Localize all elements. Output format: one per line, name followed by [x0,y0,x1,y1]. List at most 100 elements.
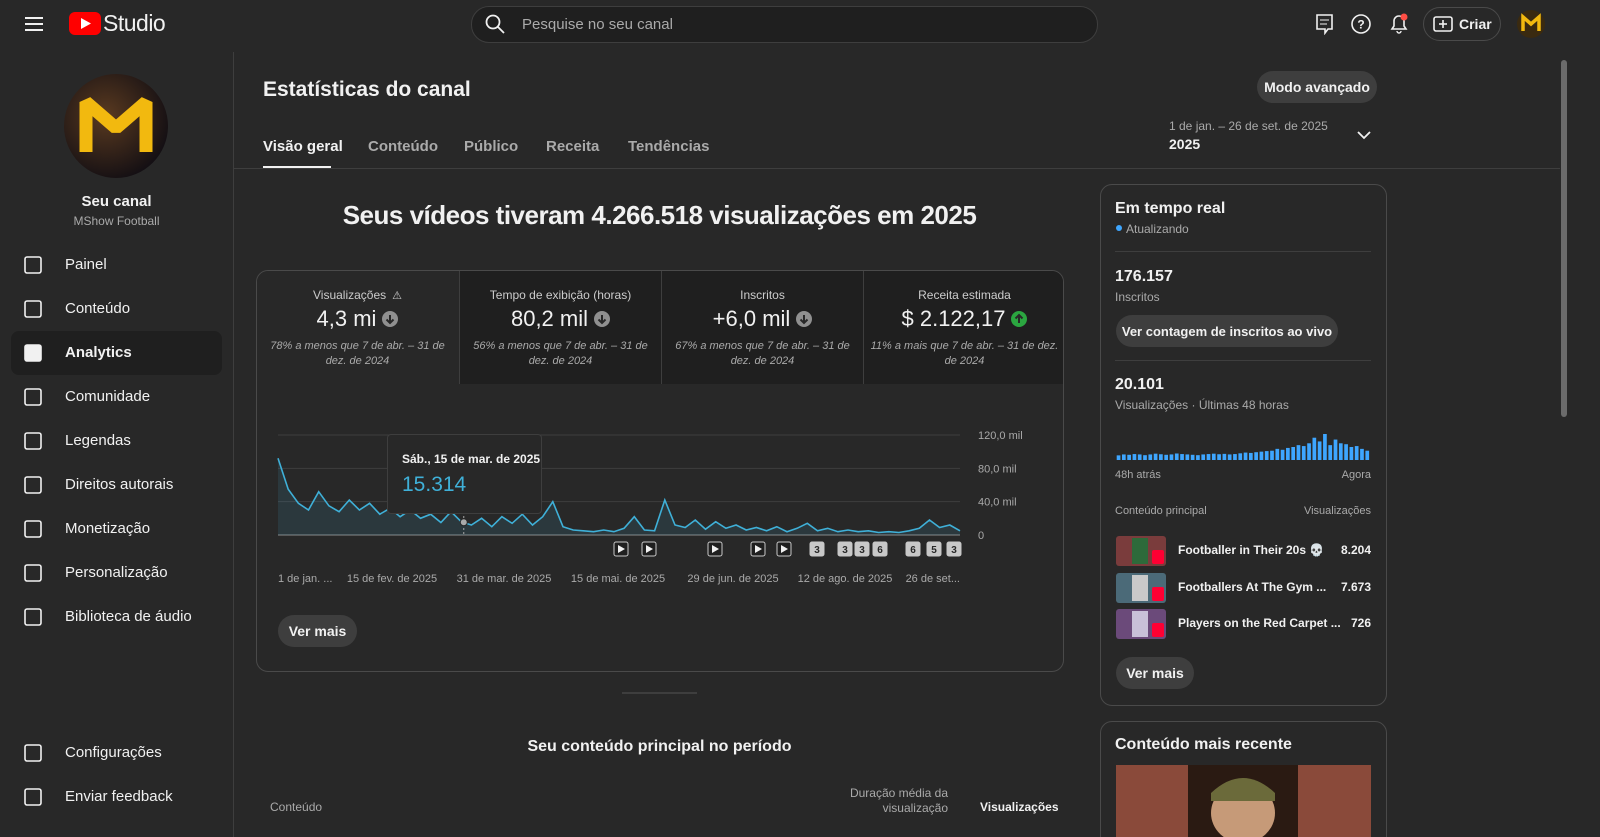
nav-icon[interactable] [23,431,43,451]
thumbnail[interactable] [1116,609,1166,639]
nav-item[interactable]: Monetização [65,520,151,537]
top-header: Conteúdo principal [1115,505,1207,517]
avatar[interactable] [1517,10,1545,38]
section-divider [622,692,697,694]
date-range[interactable]: 1 de jan. – 26 de set. de 2025 [1169,119,1328,133]
menu-icon[interactable] [24,14,46,34]
thumb-figure [1132,574,1148,601]
scrollbar[interactable] [1561,60,1567,417]
views-count: 20.101 [1115,376,1164,393]
metric-label[interactable]: Inscritos [662,288,863,302]
nav-item[interactable]: Painel [65,256,107,273]
notifications-icon[interactable] [1387,12,1411,36]
latest-thumbnail[interactable] [1116,765,1371,837]
metric-tab[interactable]: Tempo de exibição (horas) 80,2 mil 56% a m… [459,271,661,384]
trend-icon [382,311,399,327]
nav-icon[interactable] [23,475,43,495]
live-count-button[interactable]: Ver contagem de inscritos ao vivo [1116,315,1338,347]
nav-icon[interactable] [23,343,43,363]
nav-item[interactable]: Enviar feedback [65,788,173,805]
icon-shape [24,256,42,274]
nav-icon[interactable] [23,299,43,319]
table-header[interactable]: Visualizações [980,800,1059,814]
logo-text[interactable]: Studio [103,10,166,36]
nav-icon[interactable] [23,387,43,407]
thumbnail[interactable] [1116,572,1166,603]
thumbnail[interactable] [1116,536,1166,566]
bars-end-label: Agora [1341,469,1371,481]
metric-label[interactable]: Visualizações ⚠ [257,288,458,302]
nav-item[interactable]: Personalização [65,564,168,581]
divider [1115,360,1371,361]
nav-active-bg[interactable] [11,331,222,375]
metric-tab[interactable]: Receita estimada $ 2.122,17 11% a mais que… [863,271,1063,384]
realtime-more-button[interactable]: Ver mais [1116,657,1194,689]
status-dot [1116,225,1122,231]
shorts-badge [1152,550,1164,564]
tab[interactable]: Público [464,138,519,155]
warning-icon[interactable]: ⚠ [392,290,403,302]
nav-item[interactable]: Analytics [65,344,132,361]
channel-title[interactable]: Seu canal [81,193,152,210]
latest-title: Conteúdo mais recente [1115,736,1292,753]
search-box[interactable] [471,6,1098,43]
metric-value: +6,0 mil [712,306,791,331]
icon-shape [24,564,42,582]
top-content-title: Seu conteúdo principal no período [527,738,792,755]
metric-label-text: Tempo de exibição (horas) [489,288,632,302]
channel-avatar[interactable] [64,74,168,178]
tab[interactable]: Conteúdo [368,138,438,155]
metric-tab[interactable]: Inscritos +6,0 mil 67% a menos que 7 de ab… [661,271,863,384]
help-icon[interactable]: ? [1350,13,1372,35]
comments-icon[interactable] [1314,13,1336,35]
tab[interactable]: Receita [546,138,600,155]
shorts-badge [1152,623,1164,637]
advanced-mode-button[interactable]: Modo avançado [1257,71,1377,103]
nav-icon[interactable] [23,743,43,763]
tooltip-date: Sáb., 15 de mar. de 2025 [402,452,541,466]
nav-item[interactable]: Direitos autorais [65,476,174,493]
metric-label[interactable]: Receita estimada [864,288,1063,302]
nav-item[interactable]: Conteúdo [65,300,131,317]
more-button[interactable]: Ver mais [278,615,357,647]
trend-icon [594,311,611,327]
date-dropdown[interactable] [1356,130,1372,142]
metric-value: $ 2.122,17 [901,306,1006,331]
latest-card [1100,721,1387,837]
tab[interactable]: Tendências [628,138,710,155]
metric-value-row: 4,3 mi [257,306,458,332]
nav-item[interactable]: Biblioteca de áudio [65,608,192,625]
sidebar-divider [233,52,234,837]
nav-item[interactable]: Legendas [65,432,131,449]
search-placeholder[interactable]: Pesquise no seu canal [522,16,673,33]
nav-icon[interactable] [23,607,43,627]
nav-item[interactable]: Comunidade [65,388,151,405]
icon-shape [24,520,42,538]
views-label: Visualizações · Últimas 48 horas [1115,398,1289,412]
nav-icon[interactable] [23,255,43,275]
metric-tab[interactable]: Visualizações ⚠ 4,3 mi 78% a menos que 7 de… [257,271,458,384]
metric-label[interactable]: Tempo de exibição (horas) [460,288,661,302]
create-icon[interactable] [1433,15,1455,33]
page-title: Estatísticas do canal [263,78,471,101]
metric-note: 56% a menos que 7 de abr. – 31 de dez. d… [473,340,648,367]
metric-value: 80,2 mil [510,306,589,331]
create-button[interactable] [1423,7,1501,41]
shorts-badge [1152,586,1164,601]
channel-name: MShow Football [73,214,160,228]
nav-icon[interactable] [23,787,43,807]
logo-icon[interactable] [69,12,101,35]
overview-card: Visualizações ⚠ 4,3 mi 78% a menos que 7 de… [256,270,1064,672]
top-item-title[interactable]: Footballers At The Gym ... [1178,579,1327,594]
nav-icon[interactable] [23,519,43,539]
headline: Seus vídeos tiveram 4.266.518 visualizaç… [342,200,977,230]
period[interactable]: 2025 [1169,136,1201,152]
top-item-title[interactable]: Players on the Red Carpet ... [1178,616,1341,630]
nav-item[interactable]: Configurações [65,744,162,761]
icon-shape [24,608,42,626]
nav-icon[interactable] [23,563,43,583]
create-label[interactable]: Criar [1459,16,1492,32]
top-item-title[interactable]: Footballer in Their 20s 💀 [1178,543,1325,557]
search-icon[interactable] [485,14,507,36]
tab[interactable]: Visão geral [263,138,343,155]
